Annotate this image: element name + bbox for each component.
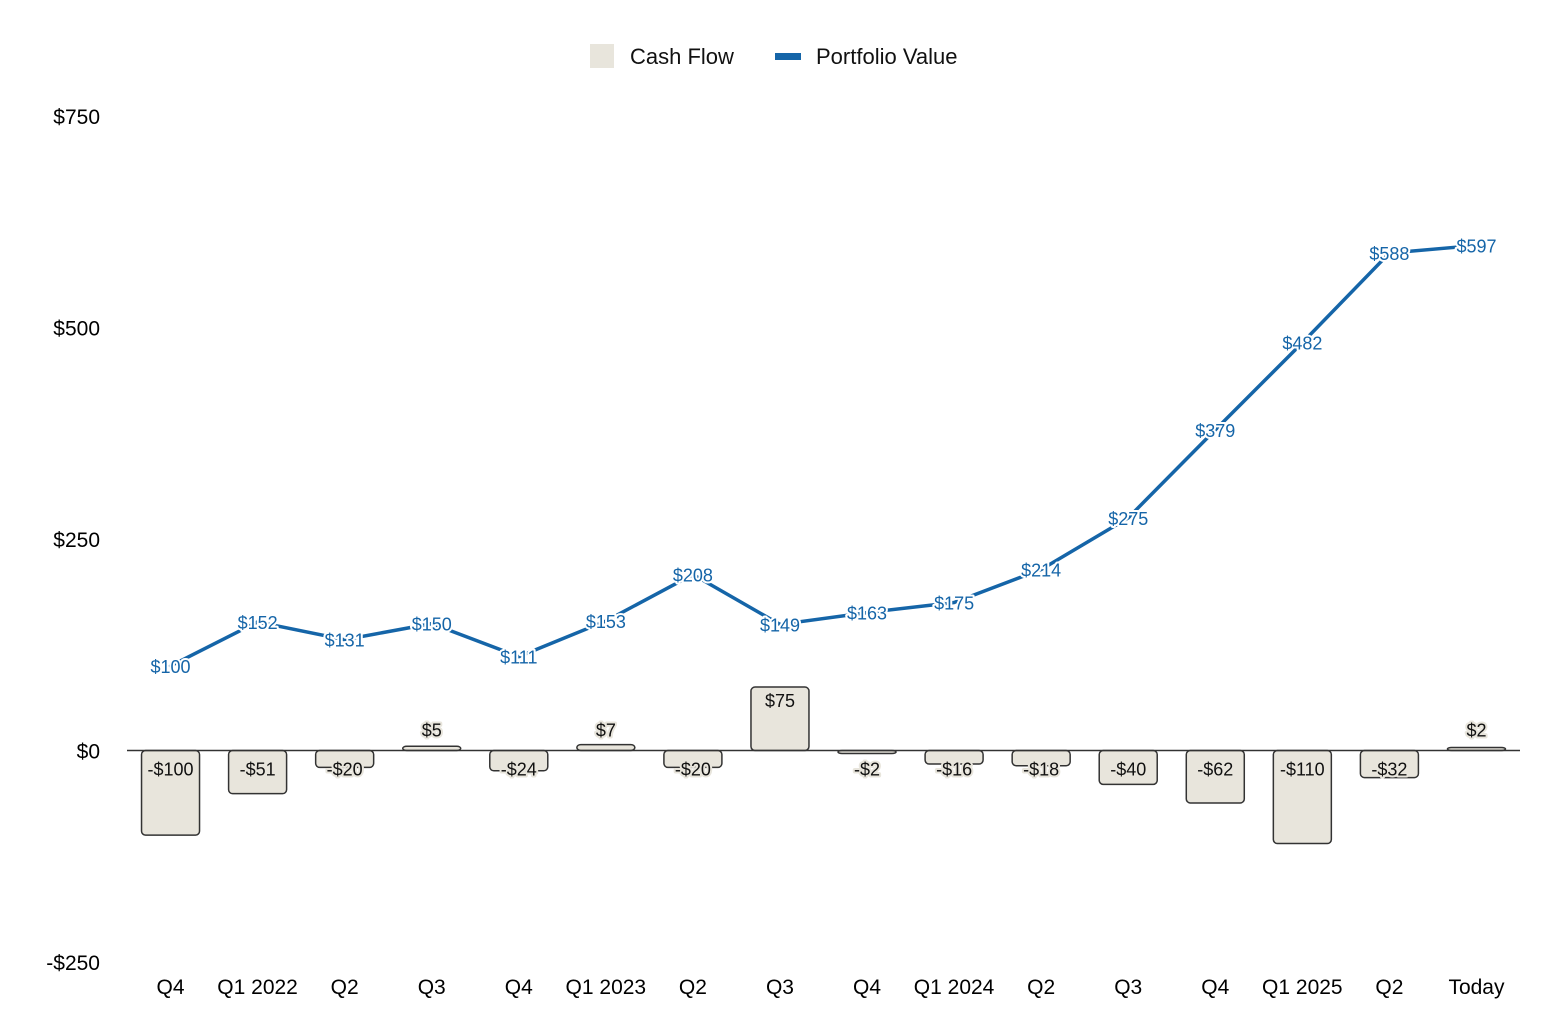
portfolio-value-label: $152 (238, 613, 278, 633)
portfolio-value-label: $208 (673, 566, 713, 586)
x-tick-label: Q2 (1027, 976, 1055, 999)
portfolio-value-point[interactable] (691, 573, 695, 577)
cash-flow-bar-label: -$20 (327, 760, 363, 780)
cash-flow-bar-label: -$62 (1197, 760, 1233, 780)
portfolio-value-label: $150 (412, 615, 452, 635)
cash-flow-bar-label: -$32 (1371, 760, 1407, 780)
portfolio-value-point[interactable] (517, 655, 521, 659)
cash-flow-bar-label: -$100 (148, 760, 194, 780)
portfolio-value-point[interactable] (1474, 243, 1478, 247)
x-tick-label: Q2 (1375, 976, 1403, 999)
portfolio-value-point[interactable] (778, 622, 782, 626)
y-axis: $750 $500 $250 $0 -$250 (46, 106, 100, 975)
x-tick-label: Today (1448, 976, 1505, 999)
portfolio-value-label: $131 (325, 631, 365, 651)
cash-flow-bar-label: -$2 (854, 760, 880, 780)
portfolio-value-point[interactable] (952, 600, 956, 604)
x-tick-label: Q3 (766, 976, 794, 999)
x-tick-label: Q4 (1201, 976, 1229, 999)
x-tick-label: Q1 2024 (914, 976, 995, 999)
legend-label-portfolio-value: Portfolio Value (816, 44, 957, 69)
portfolio-value-label: $588 (1369, 244, 1409, 264)
portfolio-value-label: $149 (760, 615, 800, 635)
portfolio-value-label: $275 (1108, 509, 1148, 529)
y-tick-label-500: $500 (53, 318, 100, 341)
x-tick-label: Q4 (505, 976, 533, 999)
cash-flow-bar-label: -$24 (501, 760, 537, 780)
cash-flow-bar[interactable] (576, 743, 636, 752)
x-tick-label: Q1 2025 (1262, 976, 1343, 999)
legend: Cash Flow Portfolio Value (590, 44, 957, 69)
cash-flow-bar-label: -$51 (240, 760, 276, 780)
x-axis: Q4 Q1 2022 Q2 Q3 Q4 Q1 2023 Q2 Q3 Q4 Q1 2024 Q2 Q3 Q… (157, 976, 1505, 999)
legend-label-cash-flow: Cash Flow (630, 44, 734, 69)
portfolio-value-point[interactable] (1039, 567, 1043, 571)
portfolio-value-point[interactable] (1300, 341, 1304, 345)
cash-flow-bar-label: -$110 (1280, 760, 1325, 780)
portfolio-value-point[interactable] (1126, 516, 1130, 520)
cash-flow-bar-label: -$16 (936, 760, 972, 780)
y-tick-label-750: $750 (53, 106, 100, 129)
cash-flow-bar-label: $75 (765, 691, 795, 711)
portfolio-value-label: $379 (1195, 421, 1235, 441)
portfolio-value-point[interactable] (865, 611, 869, 615)
y-tick-label-250: -$250 (46, 952, 100, 975)
cash-flow-bar-label: $7 (596, 721, 616, 741)
y-tick-label-0: $0 (77, 741, 100, 764)
cash-flow-bar-label: $2 (1466, 721, 1486, 741)
x-tick-label: Q1 2023 (566, 976, 647, 999)
portfolio-value-point[interactable] (256, 620, 260, 624)
portfolio-value-point[interactable] (604, 619, 608, 623)
x-tick-label: Q3 (418, 976, 446, 999)
cash-flow-bar-label: $5 (422, 721, 442, 741)
portfolio-value-point[interactable] (1387, 251, 1391, 255)
portfolio-value-label: $597 (1456, 236, 1496, 256)
y-tick-label-250: $250 (53, 529, 100, 552)
portfolio-value-label: $153 (586, 612, 626, 632)
portfolio-value-point[interactable] (1213, 428, 1217, 432)
portfolio-value-label: $482 (1282, 334, 1322, 354)
x-tick-label: Q3 (1114, 976, 1142, 999)
portfolio-value-point[interactable] (343, 638, 347, 642)
x-tick-label: Q2 (331, 976, 359, 999)
portfolio-value-point[interactable] (169, 664, 173, 668)
cash-flow-bar-label: -$40 (1110, 760, 1146, 780)
cash-flow-bar-label: -$20 (675, 760, 711, 780)
portfolio-value-line (168, 243, 1479, 668)
x-tick-label: Q4 (157, 976, 185, 999)
legend-item-portfolio-value[interactable]: Portfolio Value (775, 44, 957, 69)
cash-flow-bar-label: -$18 (1023, 760, 1059, 780)
legend-swatch-cash-flow (590, 44, 614, 68)
x-tick-label: Q4 (853, 976, 881, 999)
x-tick-label: Q2 (679, 976, 707, 999)
portfolio-value-labels: $100 $152 $131 $150 $111 $153 $208 $149 $163 $175… (149, 234, 1499, 678)
portfolio-value-label: $163 (847, 604, 887, 624)
portfolio-value-label: $111 (500, 648, 537, 668)
portfolio-value-label: $100 (151, 657, 191, 677)
legend-swatch-portfolio-value (775, 53, 801, 60)
portfolio-value-point[interactable] (430, 622, 434, 626)
portfolio-value-label: $175 (934, 593, 974, 613)
x-tick-label: Q1 2022 (217, 976, 298, 999)
legend-item-cash-flow[interactable]: Cash Flow (590, 44, 734, 69)
portfolio-value-label: $214 (1021, 560, 1061, 580)
portfolio-value-line-path (168, 243, 1479, 668)
cash-flow-labels: -$100 -$51 -$20 $5 -$24 $7 -$20 $75 -$2 -$16 -$18 -… (146, 689, 1489, 781)
cash-flow-bars (140, 686, 1507, 845)
